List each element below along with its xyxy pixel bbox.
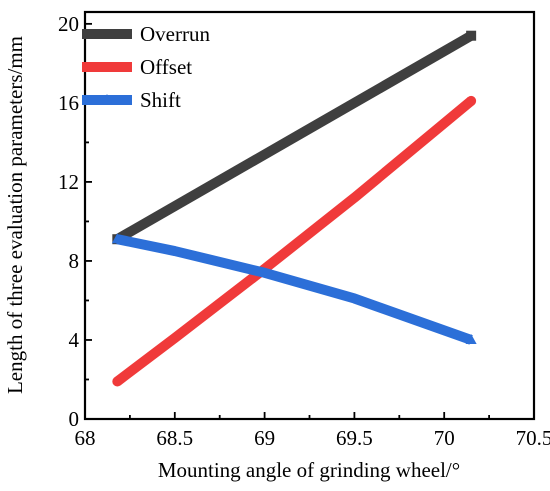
x-tick-label: 69: [254, 426, 275, 450]
data-point-offset: [112, 376, 123, 387]
x-tick-label: 70.5: [516, 426, 550, 450]
data-point-shift: [465, 333, 477, 344]
y-tick-label: 8: [69, 249, 80, 273]
series-shift: [111, 233, 477, 345]
x-tick-label: 69.5: [336, 426, 373, 450]
x-axis: 68 68.5 69 69.5 70 70.5: [75, 412, 550, 450]
y-tick-label: 12: [58, 170, 79, 194]
y-tick-label: 0: [69, 407, 80, 431]
y-tick-label: 20: [58, 12, 79, 36]
x-tick-label: 68.5: [156, 426, 193, 450]
data-point-offset: [466, 95, 477, 106]
series-layer: [111, 30, 477, 387]
x-tick-label: 68: [75, 426, 96, 450]
legend-marker-overrun: [102, 29, 112, 39]
y-axis-title: Length of three evaluation parameters/mm: [3, 36, 27, 394]
legend-marker-offset: [102, 62, 112, 72]
y-tick-label: 4: [69, 328, 80, 352]
legend: Overrun Offset Shift: [82, 22, 210, 112]
data-point-shift: [111, 233, 123, 244]
y-axis: 0 4 8 12 16 20: [58, 12, 92, 431]
legend-label-shift: Shift: [140, 88, 181, 112]
legend-marker-shift: [101, 94, 113, 104]
x-axis-title: Mounting angle of grinding wheel/°: [158, 458, 460, 482]
data-point-overrun: [466, 30, 477, 41]
legend-label-offset: Offset: [140, 55, 192, 79]
y-tick-label: 16: [58, 91, 79, 115]
legend-label-overrun: Overrun: [140, 22, 210, 46]
series-line-overrun: [114, 31, 474, 244]
x-tick-label: 70: [434, 426, 455, 450]
series-line-shift: [116, 234, 473, 345]
